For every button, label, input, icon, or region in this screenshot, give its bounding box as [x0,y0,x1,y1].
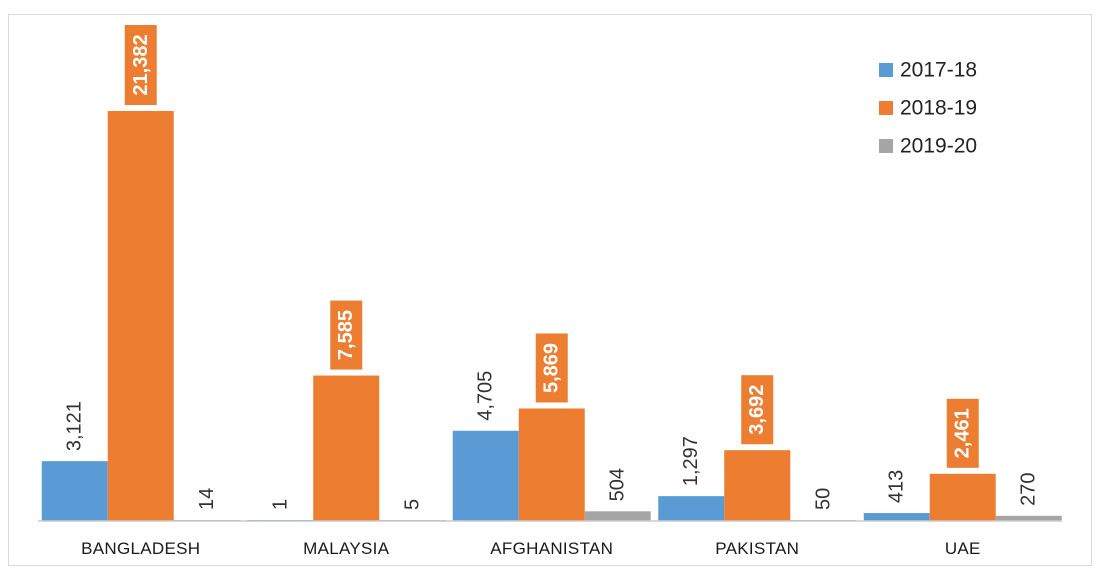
data-label-afghanistan-2017-18: 4,705 [475,371,497,421]
bar-afghanistan-2018-19 [518,408,585,521]
data-label-malaysia-2019-20: 5 [401,499,423,510]
data-label-box-uae-2018-19 [946,398,979,468]
category-label-malaysia: MALAYSIA [303,539,390,558]
data-label-afghanistan-2018-19: 5,869 [541,343,563,393]
data-label-uae-2018-19: 2,461 [952,408,974,458]
legend-label-2019-20: 2019-20 [900,135,977,158]
bar-pakistan-2017-18 [658,496,725,521]
data-label-box-pakistan-2018-19 [741,375,774,445]
value-labels-group: 3,121 21,382 14 1 7,585 5 4,705 5,869 504 1,297 3,… [64,25,1040,510]
category-label-afghanistan: AFGHANISTAN [490,539,613,558]
category-label-bangladesh: BANGLADESH [81,539,200,558]
legend: 2017-18 2018-19 2019-20 [879,59,977,158]
data-label-malaysia-2017-18: 1 [269,499,291,510]
legend-label-2018-19: 2018-19 [900,97,977,120]
bar-bangladesh-2018-19 [107,111,174,521]
bar-uae-2018-19 [929,473,996,521]
legend-swatch-2019-20 [879,139,893,153]
category-label-uae: UAE [945,539,981,558]
data-label-box-malaysia-2018-19 [330,300,363,370]
data-label-uae-2019-20: 270 [1018,472,1040,505]
data-label-pakistan-2017-18: 1,297 [680,436,702,486]
data-label-afghanistan-2019-20: 504 [607,468,629,501]
bar-pakistan-2018-19 [724,450,791,521]
bar-uae-2019-20 [995,515,1062,521]
legend-swatch-2017-18 [879,63,893,77]
data-label-uae-2017-18: 413 [886,470,908,503]
data-label-box-afghanistan-2018-19 [535,333,568,403]
bar-afghanistan-2017-18 [452,430,519,521]
data-label-bangladesh-2018-19: 21,382 [130,34,152,95]
bar-malaysia-2018-19 [313,375,380,521]
bar-uae-2017-18 [863,513,930,521]
chart-frame [8,14,1092,566]
bars-group [41,111,1062,521]
data-label-pakistan-2019-20: 50 [812,488,834,510]
category-labels-group: BANGLADESH MALAYSIA AFGHANISTAN PAKISTAN UAE [81,539,981,558]
bar-afghanistan-2019-20 [584,511,651,521]
legend-swatch-2018-19 [879,101,893,115]
data-label-bangladesh-2019-20: 14 [196,488,218,510]
bar-bangladesh-2017-18 [41,461,108,521]
data-label-malaysia-2018-19: 7,585 [335,310,357,360]
legend-label-2017-18: 2017-18 [900,59,977,82]
data-label-pakistan-2018-19: 3,692 [746,385,768,435]
data-label-box-bangladesh-2018-19 [124,25,157,105]
category-label-pakistan: PAKISTAN [715,539,799,558]
data-label-bangladesh-2017-18: 3,121 [64,401,86,451]
